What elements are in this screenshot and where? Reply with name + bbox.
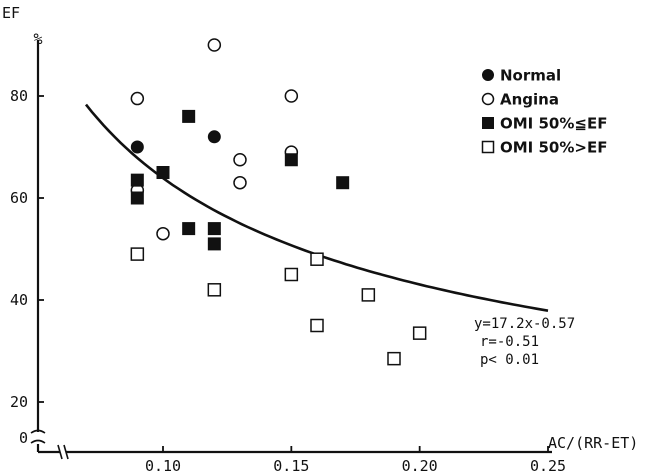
fit-curve-layer bbox=[84, 103, 549, 312]
data-point-open-square bbox=[412, 326, 427, 340]
data-point-filled-square bbox=[130, 191, 144, 205]
fit-equation-line: r=-0.51 bbox=[480, 334, 539, 350]
data-point-open-square bbox=[387, 351, 401, 366]
data-point-filled-circle bbox=[130, 140, 144, 154]
data-point-filled-square bbox=[156, 166, 170, 179]
fit-equation-line: y=17.2x-0.57 bbox=[474, 316, 575, 332]
y-axis-unit: % bbox=[33, 30, 42, 48]
data-point-open-square bbox=[361, 288, 376, 302]
data-point-open-circle bbox=[130, 91, 145, 106]
data-points-layer bbox=[130, 38, 427, 366]
y-axis-break-mark bbox=[30, 439, 46, 444]
x-tick-label: 0.10 bbox=[145, 457, 181, 474]
y-tick-label: 0 bbox=[19, 429, 28, 447]
y-tick-label: 80 bbox=[10, 87, 28, 105]
data-point-open-square bbox=[207, 283, 222, 297]
regression-curve bbox=[84, 103, 549, 312]
legend-marker-filled-square bbox=[482, 117, 494, 129]
data-point-open-circle bbox=[207, 38, 222, 52]
data-point-filled-square bbox=[284, 153, 298, 167]
data-point-filled-square bbox=[182, 222, 196, 236]
legend-label: Angina bbox=[500, 91, 559, 109]
y-tick-label: 60 bbox=[10, 189, 28, 207]
data-point-open-square bbox=[284, 267, 299, 282]
data-point-open-square bbox=[310, 252, 324, 266]
y-axis-label: EF bbox=[2, 4, 20, 22]
data-point-open-circle bbox=[233, 175, 247, 190]
legend-label: OMI 50%>EF bbox=[500, 139, 607, 157]
legend-item: OMI 50%≦EF bbox=[482, 115, 607, 133]
x-tick-label: 0.25 bbox=[530, 457, 566, 474]
data-point-filled-square bbox=[207, 222, 221, 236]
legend-label: OMI 50%≦EF bbox=[500, 115, 607, 133]
x-tick-label: 0.20 bbox=[402, 457, 438, 474]
axes: 0 20 40 60 80 0.10 0.15 0.20 0.25 EF% AC/(RR-ET) bbox=[2, 4, 638, 474]
legend-label: Normal bbox=[500, 67, 561, 85]
legend-marker-filled-circle bbox=[482, 69, 494, 81]
data-point-filled-square bbox=[336, 176, 350, 190]
y-tick-label: 20 bbox=[10, 393, 28, 411]
fit-equation: y=17.2x-0.57 r=-0.51 p< 0.01 bbox=[474, 316, 575, 368]
legend: Normal Angina OMI 50%≦EF OMI 50%>EF bbox=[481, 67, 607, 157]
x-tick-label: 0.15 bbox=[273, 457, 309, 474]
data-point-open-square bbox=[130, 247, 145, 261]
data-point-open-square bbox=[310, 318, 324, 333]
y-tick-label: 40 bbox=[10, 291, 28, 309]
legend-item: Angina bbox=[481, 91, 559, 109]
legend-marker-open-square bbox=[481, 140, 495, 154]
fit-equation-line: p< 0.01 bbox=[480, 352, 539, 368]
data-point-open-circle bbox=[156, 226, 170, 241]
data-point-open-circle bbox=[284, 89, 299, 103]
legend-item: OMI 50%>EF bbox=[481, 139, 607, 157]
data-point-filled-circle bbox=[207, 130, 221, 144]
x-axis-break-mark bbox=[57, 444, 63, 460]
data-point-filled-square bbox=[130, 173, 144, 187]
y-axis-break-mark bbox=[30, 429, 46, 434]
x-axis-label: AC/(RR-ET) bbox=[548, 434, 638, 452]
data-point-open-circle bbox=[233, 153, 247, 167]
legend-marker-open-circle bbox=[481, 92, 495, 106]
data-point-filled-square bbox=[182, 109, 196, 123]
legend-item: Normal bbox=[482, 67, 561, 85]
data-point-filled-square bbox=[207, 237, 221, 251]
